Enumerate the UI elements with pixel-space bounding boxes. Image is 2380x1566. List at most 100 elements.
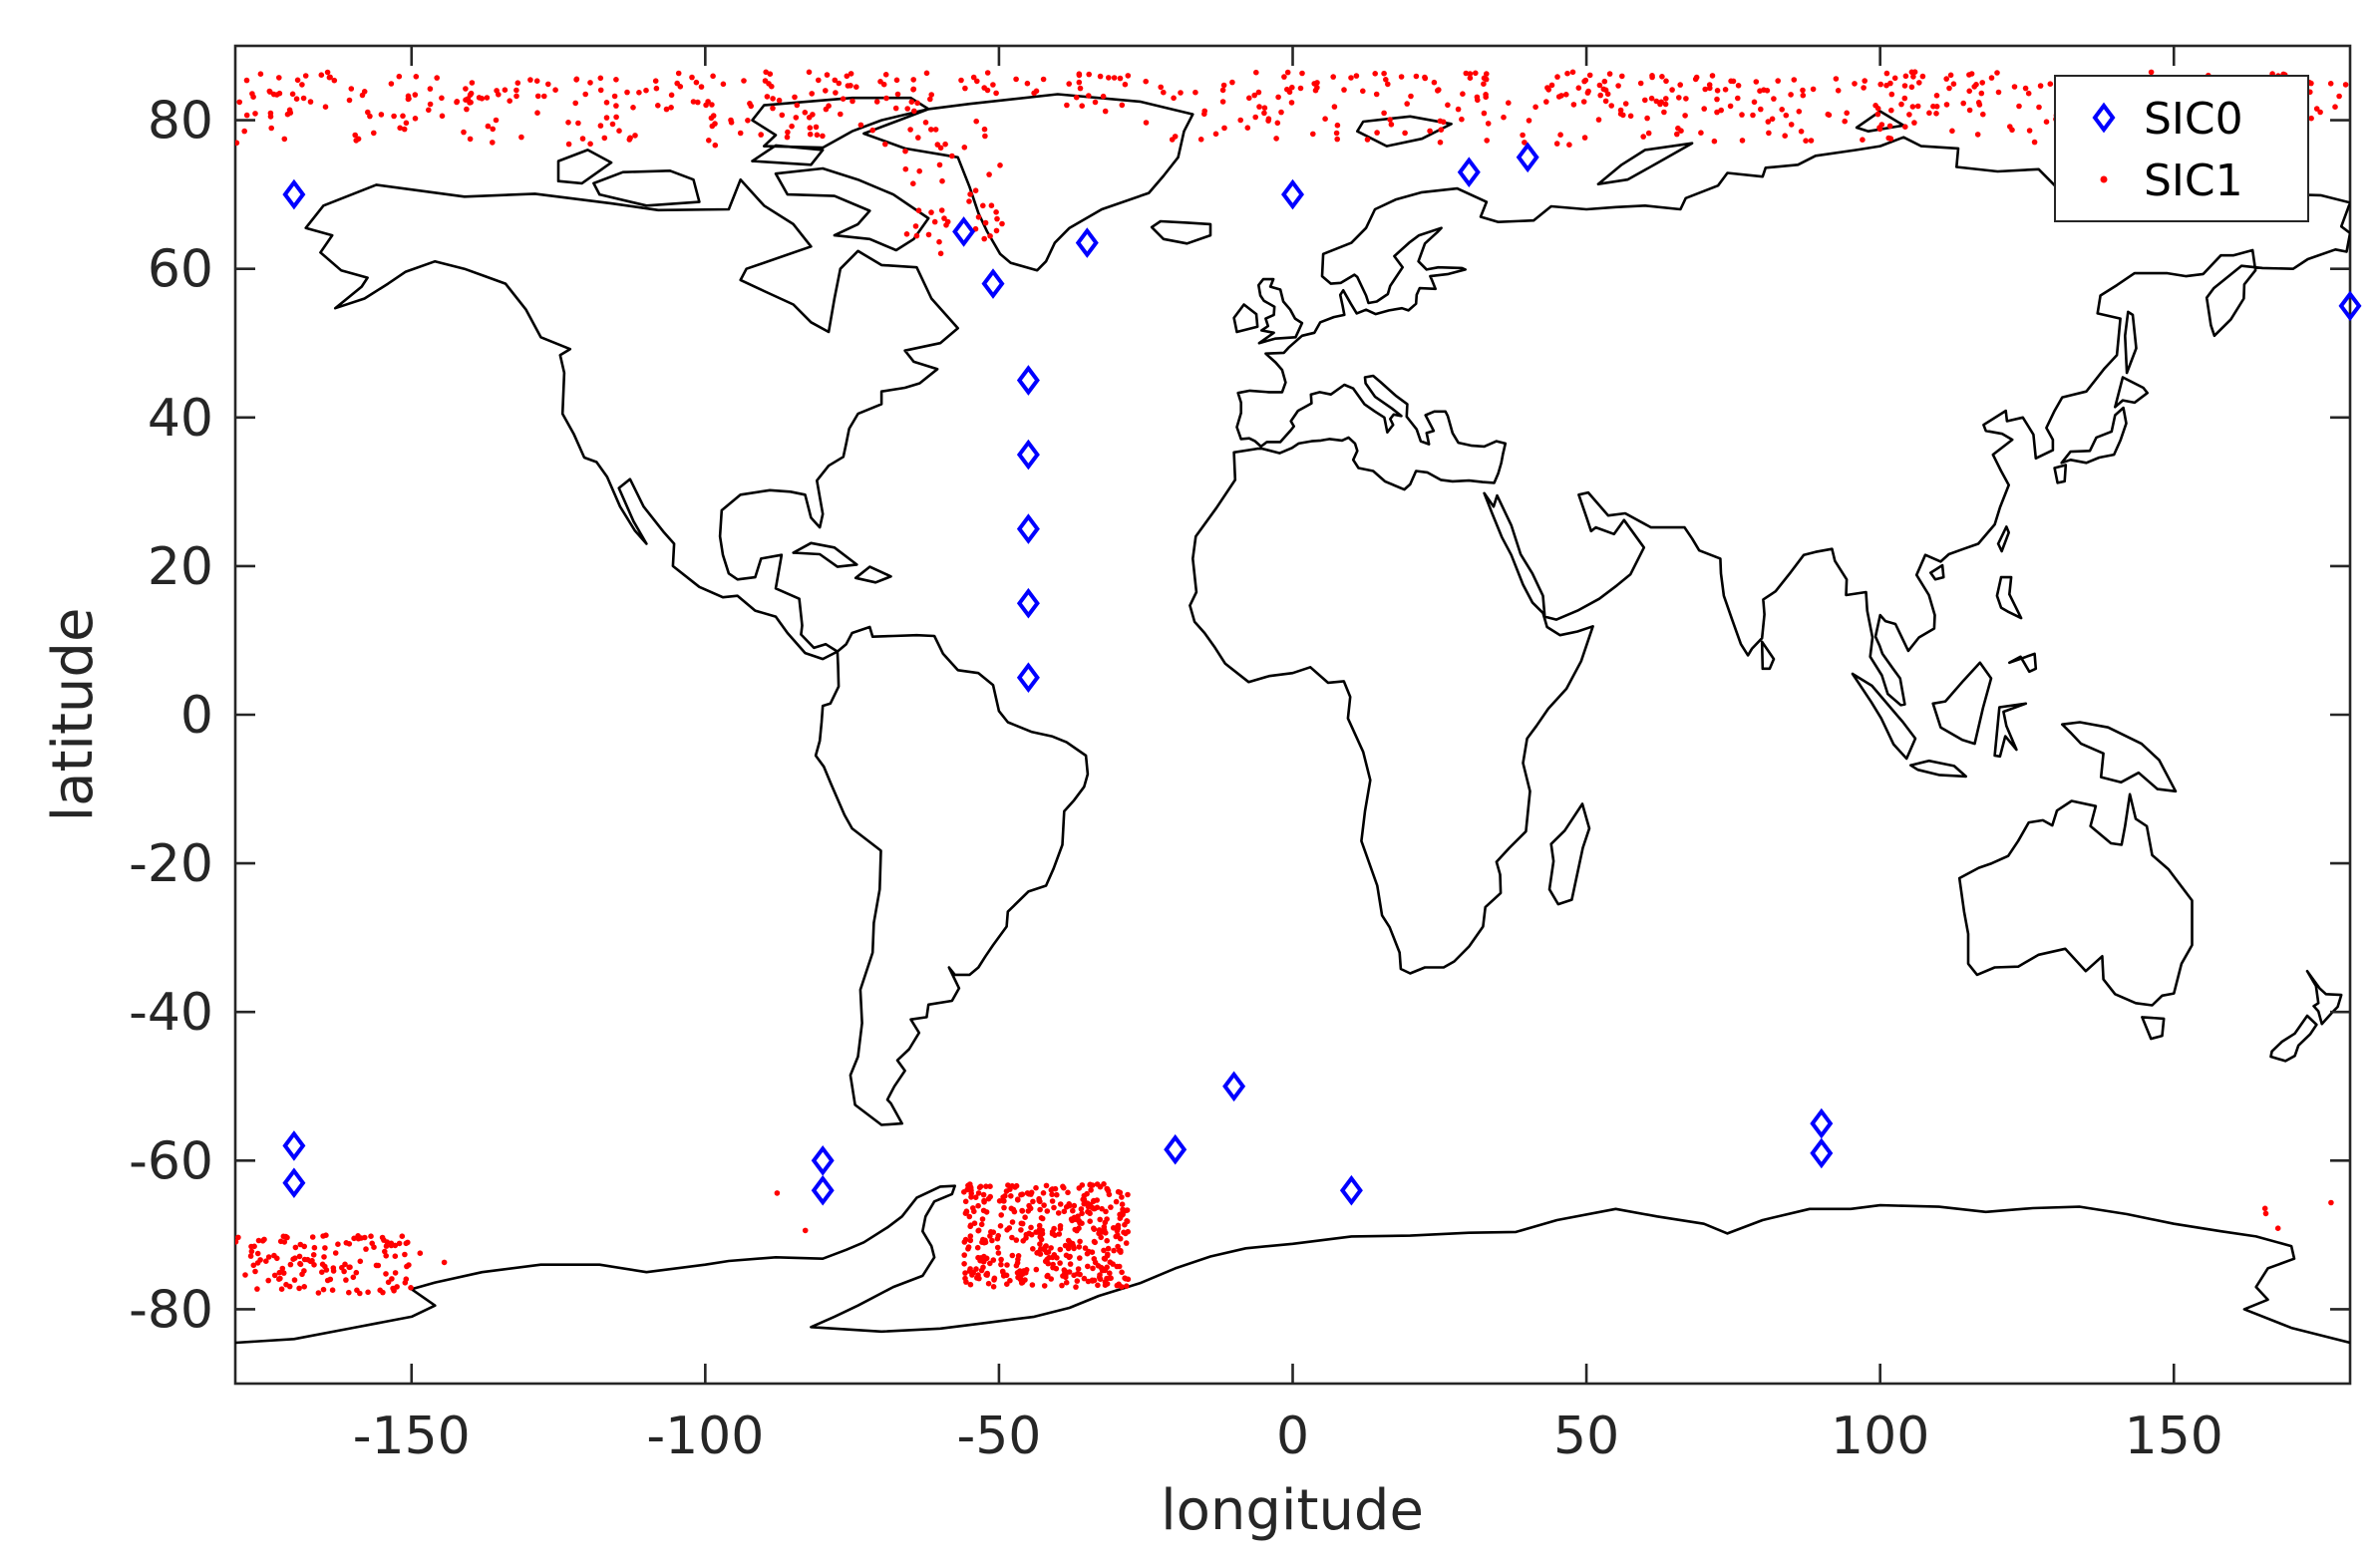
sic1-point <box>1031 90 1037 97</box>
sic1-point <box>363 1246 369 1252</box>
sic1-point <box>966 1213 973 1220</box>
sic1-point <box>2317 109 2323 116</box>
sic1-point <box>892 105 899 112</box>
sic1-point <box>1364 137 1371 143</box>
coast-kyushu <box>2053 464 2068 484</box>
sic1-point <box>1265 118 1271 124</box>
sic1-point <box>611 93 618 100</box>
sic1-point <box>774 1190 781 1196</box>
sic1-point <box>1117 75 1124 82</box>
sic0-point <box>1457 157 1481 188</box>
sic1-point <box>1256 104 1262 110</box>
sic1-point <box>1061 1208 1068 1215</box>
sic1-point <box>792 94 798 101</box>
coast-north-america <box>304 177 960 661</box>
sic1-point <box>949 153 955 159</box>
sic1-point <box>630 105 636 111</box>
sic1-point <box>1606 71 1613 77</box>
sic1-point <box>1800 92 1807 99</box>
sic1-point <box>2308 115 2314 122</box>
sic1-point <box>1124 1283 1130 1289</box>
coast-ellesmere <box>751 96 930 150</box>
sic1-point <box>980 1258 986 1265</box>
sic1-point <box>999 220 1005 227</box>
sic1-point <box>1246 95 1252 102</box>
sic1-point <box>1015 1274 1021 1281</box>
sic1-point <box>383 1253 390 1259</box>
sic1-point <box>1122 81 1129 88</box>
sic1-point <box>1334 122 1341 129</box>
sic1-point <box>1765 119 1772 125</box>
sic1-point <box>1750 112 1756 119</box>
sic1-point <box>1123 1240 1130 1246</box>
sic1-point <box>2274 1225 2281 1231</box>
sic1-point <box>2148 69 2155 76</box>
sic1-point <box>396 73 403 80</box>
sic0-point <box>1016 587 1040 619</box>
sic1-point <box>1081 1196 1088 1203</box>
sic1-point <box>1057 1225 1064 1232</box>
sic1-point <box>990 1229 997 1235</box>
sic1-point <box>1063 1252 1070 1259</box>
sic1-point <box>427 101 434 108</box>
sic1-point <box>1055 1210 1062 1216</box>
sic1-point <box>1311 81 1317 87</box>
sic1-point <box>915 135 921 141</box>
sic1-point <box>1033 1229 1039 1235</box>
sic1-point <box>882 141 888 148</box>
sic1-point <box>936 161 943 168</box>
sic1-point <box>1467 71 1474 77</box>
sic1-point <box>1659 74 1665 80</box>
series-sic1-points <box>235 69 2349 1297</box>
sic1-point <box>653 85 660 92</box>
sic1-point <box>613 103 619 109</box>
sic0-point <box>1016 365 1040 396</box>
sic1-point <box>1413 73 1420 80</box>
sic1-point <box>1648 95 1655 102</box>
sic1-point <box>1119 1201 1126 1207</box>
sic1-point <box>1520 132 1526 139</box>
sic1-point <box>1087 1210 1093 1217</box>
coast-nz-north <box>2305 969 2343 1026</box>
sic1-point <box>1994 70 2000 76</box>
sic1-point <box>565 141 572 148</box>
sic1-point <box>329 1287 336 1293</box>
sic1-point <box>396 1240 403 1247</box>
sic1-point <box>1979 80 1985 86</box>
sic1-point <box>1003 1272 1010 1279</box>
sic1-point <box>297 1261 304 1268</box>
sic1-point <box>1771 96 1777 102</box>
sic1-point <box>311 1244 318 1251</box>
sic1-point <box>1073 1284 1079 1290</box>
sic1-point <box>1887 80 1893 87</box>
sic1-point <box>770 105 776 112</box>
sic1-point <box>330 1265 337 1271</box>
sic1-point <box>597 123 604 129</box>
sic1-point <box>287 1261 294 1268</box>
sic1-point <box>243 112 250 119</box>
sic1-point <box>836 80 843 87</box>
sic1-point <box>663 106 670 113</box>
sic1-point <box>981 235 987 242</box>
sic1-point <box>1019 1271 1026 1277</box>
sic1-point <box>1769 116 1776 123</box>
sic1-point <box>1090 1265 1096 1272</box>
sic1-point <box>392 1253 399 1259</box>
sic1-point <box>320 1286 327 1293</box>
sic1-point <box>785 129 791 136</box>
sic1-point <box>324 69 331 76</box>
sic1-point <box>1946 85 1952 92</box>
coast-sumatra <box>1851 672 1917 761</box>
sic1-point <box>1973 82 1979 88</box>
sic1-point <box>1049 1186 1056 1192</box>
sic1-point <box>1481 81 1487 87</box>
sic1-point <box>1018 1220 1025 1227</box>
sic1-point <box>513 87 519 94</box>
sic1-point <box>1070 1207 1076 1214</box>
sic1-point <box>613 114 619 121</box>
sic1-point <box>962 1210 969 1216</box>
legend-sic0-marker <box>2092 102 2116 134</box>
sic1-point <box>966 1268 973 1274</box>
sic1-point <box>987 1193 993 1200</box>
sic1-point <box>1178 90 1184 96</box>
